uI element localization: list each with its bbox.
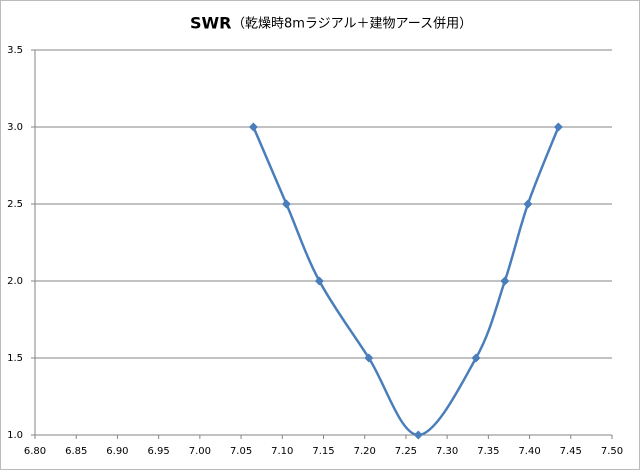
y-tick-label: 2.0 (7, 276, 23, 287)
chart-subtitle: （乾燥時8mラジアル＋建物アース併用） (232, 17, 472, 32)
marker (314, 276, 324, 286)
y-tick-label: 3.0 (7, 122, 23, 133)
marker (500, 276, 510, 286)
x-tick-label: 7.15 (312, 446, 334, 457)
marker (553, 122, 563, 132)
x-tick-label: 7.20 (354, 446, 376, 457)
marker (523, 199, 533, 209)
x-tick-label: 7.35 (477, 446, 499, 457)
x-tick-label: 6.80 (24, 446, 46, 457)
x-tick-label: 6.90 (106, 446, 128, 457)
y-tick-label: 1.5 (7, 353, 23, 364)
x-tick-label: 6.85 (65, 446, 87, 457)
x-tick-label: 7.00 (189, 446, 211, 457)
x-tick-label: 7.30 (436, 446, 458, 457)
chart-title: SWR (190, 14, 232, 33)
x-tick-label: 7.45 (560, 446, 582, 457)
y-tick-label: 1.0 (7, 430, 23, 441)
x-tick-label: 6.95 (148, 446, 170, 457)
y-tick-label: 3.5 (7, 45, 23, 56)
marker (248, 122, 258, 132)
marker (413, 430, 423, 440)
x-tick-label: 7.25 (395, 446, 417, 457)
y-tick-label: 2.5 (7, 199, 23, 210)
x-tick-label: 7.10 (271, 446, 293, 457)
marker (471, 353, 481, 363)
x-tick-label: 7.40 (518, 446, 540, 457)
x-tick-label: 7.05 (230, 446, 252, 457)
marker (364, 353, 374, 363)
marker (281, 199, 291, 209)
x-tick-label: 7.50 (601, 446, 623, 457)
